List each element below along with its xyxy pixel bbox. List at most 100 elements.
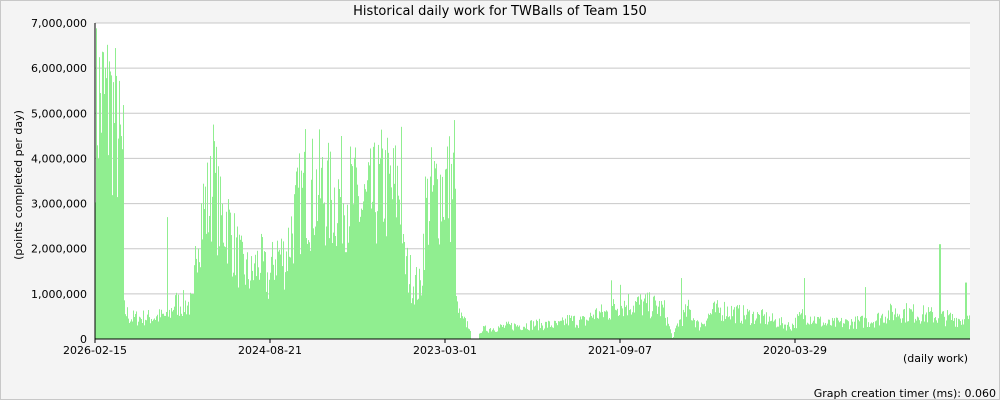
daily-work-bar [657, 313, 658, 339]
daily-work-bar [878, 312, 879, 339]
daily-work-bar [279, 249, 280, 339]
daily-work-bar [192, 293, 193, 339]
daily-work-bar [201, 203, 202, 339]
daily-work-bar [814, 316, 815, 339]
daily-work-bar [591, 315, 592, 339]
daily-work-bar [464, 316, 465, 339]
daily-work-bar [491, 331, 492, 339]
daily-work-bar [584, 316, 585, 339]
daily-work-bar [397, 165, 398, 339]
daily-work-bar [297, 167, 298, 339]
daily-work-bar [497, 331, 498, 339]
daily-work-bar [469, 329, 470, 339]
daily-work-bar [648, 311, 649, 339]
daily-work-bar [159, 309, 160, 339]
daily-work-bar [130, 321, 131, 339]
daily-work-bar [859, 321, 860, 339]
bars [95, 28, 970, 340]
daily-work-bar [348, 242, 349, 339]
daily-work-bar [179, 315, 180, 339]
daily-work-bar [347, 204, 348, 339]
daily-work-bar [235, 275, 236, 339]
daily-work-bar [536, 319, 537, 339]
daily-work-bar [389, 173, 390, 339]
daily-work-bar [227, 263, 228, 339]
daily-work-bar [215, 172, 216, 339]
daily-work-bar [390, 165, 391, 339]
daily-work-bar [370, 148, 371, 339]
daily-work-bar [772, 313, 773, 339]
daily-work-bar [132, 321, 133, 339]
daily-work-bar [794, 327, 795, 339]
daily-work-bar [719, 312, 720, 339]
daily-work-bar [109, 61, 110, 339]
daily-work-bar [129, 323, 130, 339]
daily-work-bar [219, 246, 220, 339]
daily-work-bar [955, 326, 956, 339]
daily-work-bar [769, 316, 770, 339]
daily-work-bar [358, 196, 359, 339]
daily-work-bar [404, 241, 405, 339]
daily-work-bar [622, 308, 623, 339]
daily-work-bar [707, 318, 708, 339]
daily-work-bar [438, 238, 439, 339]
daily-work-bar [558, 321, 559, 339]
daily-work-bar [537, 321, 538, 339]
daily-work-bar [419, 268, 420, 339]
daily-work-bar [225, 247, 226, 339]
daily-work-bar [208, 232, 209, 339]
daily-work-bar [677, 323, 678, 339]
daily-work-bar [269, 279, 270, 339]
daily-work-bar [593, 314, 594, 339]
daily-work-bar [190, 292, 191, 339]
daily-work-bar [204, 209, 205, 339]
daily-work-bar [423, 233, 424, 339]
daily-work-bar [764, 314, 765, 339]
daily-work-bar [151, 318, 152, 339]
daily-work-bar [428, 244, 429, 339]
daily-work-bar [916, 320, 917, 339]
daily-work-bar [829, 319, 830, 339]
daily-work-bar [760, 323, 761, 339]
daily-work-bar [351, 164, 352, 339]
daily-work-bar [823, 322, 824, 339]
daily-work-bar [376, 243, 377, 339]
daily-work-bar [913, 304, 914, 339]
daily-work-bar [941, 313, 942, 339]
daily-work-bar [140, 317, 141, 339]
daily-work-bar [513, 330, 514, 339]
daily-work-bar [927, 322, 928, 339]
daily-work-bar [574, 315, 575, 339]
daily-work-bar [685, 304, 686, 339]
daily-work-bar [238, 287, 239, 339]
daily-work-bar [742, 323, 743, 339]
daily-work-bar [550, 327, 551, 339]
y-tick-label: 7,000,000 [31, 17, 87, 30]
daily-work-bar [155, 319, 156, 339]
daily-work-bar [958, 318, 959, 339]
daily-work-bar [175, 295, 176, 339]
daily-work-bar [210, 155, 211, 339]
daily-work-bar [158, 321, 159, 339]
daily-work-bar [198, 248, 199, 339]
daily-work-bar [743, 305, 744, 339]
daily-work-bar [445, 169, 446, 339]
daily-work-bar [529, 330, 530, 339]
daily-work-bar [647, 292, 648, 339]
daily-work-bar [594, 319, 595, 339]
daily-work-bar [868, 322, 869, 339]
daily-work-bar [195, 246, 196, 339]
daily-work-bar [107, 44, 108, 339]
daily-work-bar [467, 321, 468, 339]
daily-work-bar [134, 316, 135, 339]
daily-work-bar [170, 317, 171, 339]
daily-work-bar [453, 152, 454, 339]
daily-work-bar [711, 314, 712, 339]
daily-work-bar [937, 322, 938, 339]
daily-work-bar [509, 324, 510, 339]
daily-work-bar [836, 317, 837, 339]
daily-work-bar [503, 324, 504, 339]
daily-work-bar [340, 197, 341, 339]
daily-work-bar [148, 310, 149, 339]
